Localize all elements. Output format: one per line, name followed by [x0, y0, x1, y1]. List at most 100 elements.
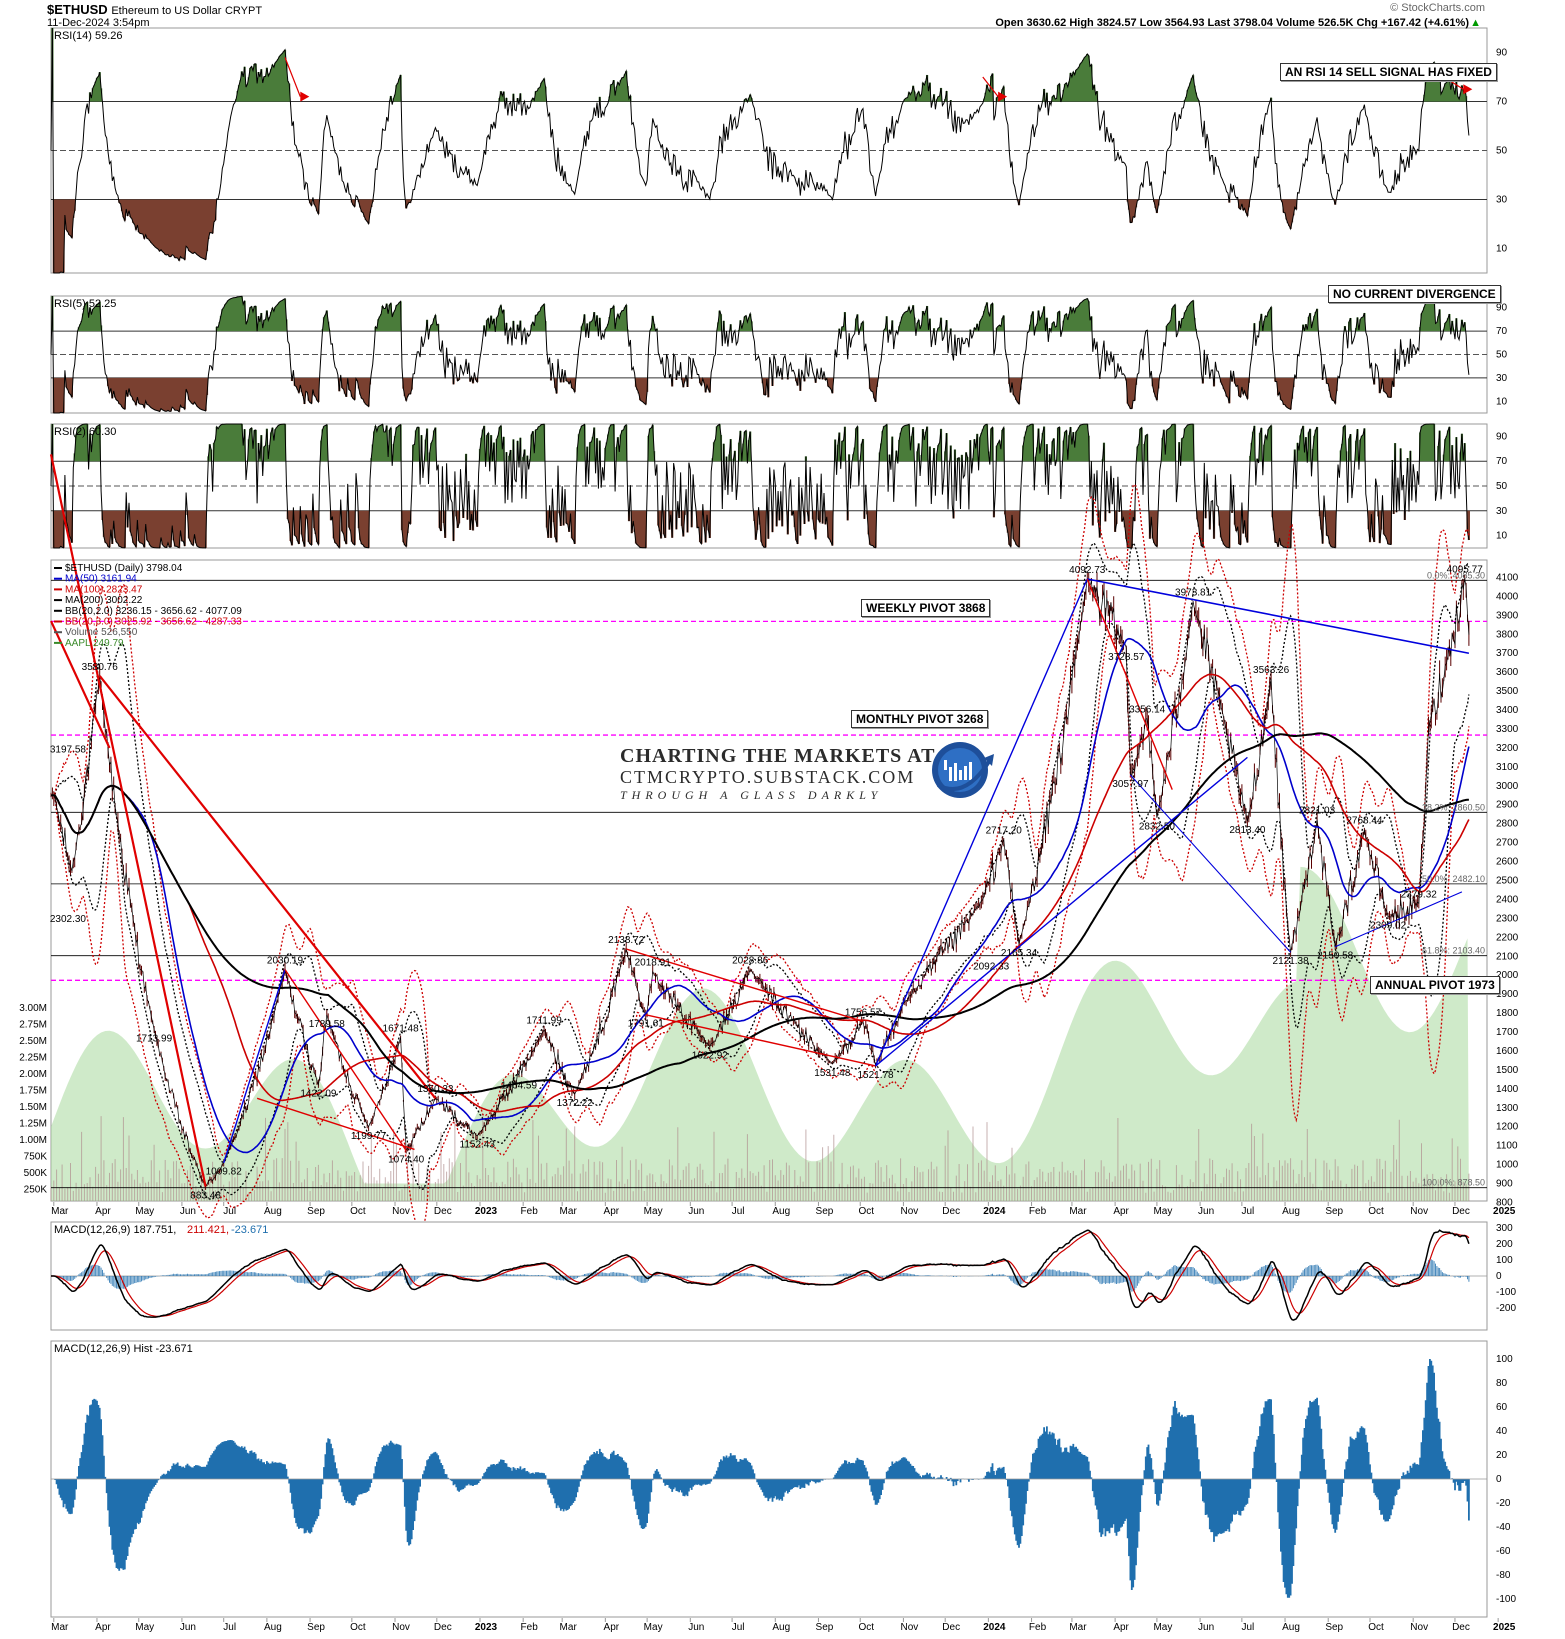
- price-tick-3700: 3700: [1496, 648, 1519, 659]
- bottom-month-label: Oct: [858, 1622, 874, 1633]
- swing-label: 2309.02: [1370, 921, 1407, 932]
- bottom-month-label: Mar: [560, 1622, 578, 1633]
- symbol: $ETHUSD: [47, 2, 108, 17]
- rsi2-tick-50: 50: [1496, 481, 1508, 492]
- macd-hist-tick-0: 0: [1496, 1474, 1502, 1485]
- macd-hist-bars: [54, 1359, 1470, 1598]
- swing-label: 2150.58: [1317, 951, 1354, 962]
- quote-line: Open 3630.62 High 3824.57 Low 3564.93 La…: [995, 17, 1469, 29]
- macd-tick--200: -200: [1496, 1303, 1516, 1314]
- rsi2-line: [50, 423, 1470, 549]
- monthly-pivot-callout: MONTHLY PIVOT 3268: [851, 710, 989, 728]
- logo-icon: [932, 742, 994, 798]
- volume-tick: 500K: [24, 1168, 48, 1179]
- bottom-month-label: Aug: [1282, 1622, 1300, 1633]
- rsi14-legend: RSI(14) 59.26: [54, 30, 122, 42]
- swing-label: 3728.57: [1108, 652, 1145, 663]
- trend-line: [1086, 578, 1173, 790]
- bottom-month-label: Oct: [350, 1622, 366, 1633]
- price-tick-2100: 2100: [1496, 951, 1519, 962]
- price-tick-3200: 3200: [1496, 743, 1519, 754]
- price-month-label: Sep: [816, 1206, 834, 1217]
- price-month-label: Jun: [688, 1206, 704, 1217]
- price-month-label: May: [644, 1206, 663, 1217]
- price-month-label: Apr: [1113, 1206, 1129, 1217]
- price-month-label: Jun: [180, 1206, 196, 1217]
- bottom-month-label: Aug: [772, 1622, 790, 1633]
- bottom-month-label: Sep: [307, 1622, 325, 1633]
- macd-hist-tick-60: 60: [1496, 1402, 1508, 1413]
- price-legend-item: MA(50) 3161.94: [65, 574, 137, 585]
- bb3-u-band: [51, 483, 1470, 1157]
- volume-tick: 2.50M: [19, 1036, 47, 1047]
- rsi14-tick-90: 90: [1496, 48, 1508, 59]
- bottom-month-label: Apr: [1113, 1622, 1129, 1633]
- rsi14-sell-arrow-icon: [1463, 84, 1473, 95]
- trend-line: [223, 969, 286, 1164]
- swing-label: 1199.77: [351, 1131, 387, 1142]
- bottom-month-label: Dec: [1452, 1622, 1470, 1633]
- bottom-month-label: Nov: [1410, 1622, 1428, 1633]
- swing-label: 2138.72: [608, 935, 645, 946]
- swing-label: 1350.33: [417, 1084, 454, 1095]
- price-legend-item: Volume 526,550: [65, 627, 138, 638]
- price-month-label: Mar: [1069, 1206, 1087, 1217]
- price-tick-3000: 3000: [1496, 781, 1519, 792]
- rsi14-divergence-line: [982, 76, 999, 97]
- watermark-line-1: CHARTING THE MARKETS AT: [620, 745, 936, 767]
- price-month-label: May: [135, 1206, 154, 1217]
- macd-tick-0: 0: [1496, 1271, 1502, 1282]
- price-tick-2900: 2900: [1496, 800, 1519, 811]
- price-month-label: Jul: [223, 1206, 236, 1217]
- bottom-month-label: Jul: [732, 1622, 745, 1633]
- price-tick-2700: 2700: [1496, 838, 1519, 849]
- bottom-month-label: May: [1153, 1622, 1172, 1633]
- bottom-month-label: Sep: [1325, 1622, 1343, 1633]
- fib-label: 38.2%: 2860.50: [1422, 802, 1485, 812]
- price-tick-3300: 3300: [1496, 724, 1519, 735]
- macd-inline-histogram: [54, 1259, 1470, 1293]
- volume-tick: 2.75M: [19, 1020, 47, 1031]
- price-month-label: Feb: [1029, 1206, 1047, 1217]
- bottom-month-label: 2024: [983, 1622, 1006, 1633]
- trend-line: [1087, 578, 1470, 655]
- price-tick-1600: 1600: [1496, 1046, 1519, 1057]
- swing-label: 4092.73: [1069, 565, 1106, 576]
- price-month-label: 2024: [983, 1206, 1006, 1217]
- swing-label: 1152.43: [460, 1140, 496, 1151]
- price-tick-800: 800: [1496, 1197, 1513, 1208]
- rsi2-tick-70: 70: [1496, 456, 1508, 467]
- bottom-month-label: Feb: [521, 1622, 539, 1633]
- macd-hist-tick--80: -80: [1496, 1570, 1511, 1581]
- price-legend-item: MA(200) 3002.22: [65, 595, 143, 606]
- volume-tick: 2.25M: [19, 1053, 47, 1064]
- bottom-month-label: Jun: [1198, 1622, 1214, 1633]
- swing-label: 883.48: [190, 1191, 221, 1202]
- price-month-label: Dec: [434, 1206, 452, 1217]
- macd-line: [51, 1229, 1470, 1321]
- price-month-label: Nov: [392, 1206, 410, 1217]
- watermark-line-2: CTMCRYPTO.SUBSTACK.COM: [620, 767, 916, 787]
- rsi2-tick-10: 10: [1496, 531, 1508, 542]
- price-tick-2300: 2300: [1496, 913, 1519, 924]
- swing-label: 2092.33: [973, 962, 1010, 973]
- price-month-label: Oct: [1368, 1206, 1384, 1217]
- rsi5-tick-10: 10: [1496, 396, 1508, 407]
- swing-label: 2028.86: [732, 956, 769, 967]
- macd-group: 300 200 100 0 -100 -200 MACD(12,26,9) 187.751,…: [51, 1223, 1516, 1321]
- rsi5-line: [50, 295, 1470, 414]
- bottom-month-label: Aug: [264, 1622, 282, 1633]
- bottom-month-label: Mar: [51, 1622, 69, 1633]
- volume-tick: 1.25M: [19, 1119, 47, 1130]
- price-month-label: Mar: [560, 1206, 578, 1217]
- swing-label: 1009.82: [206, 1167, 243, 1178]
- bottom-month-label: Jul: [1241, 1622, 1254, 1633]
- price-month-label: Nov: [1410, 1206, 1428, 1217]
- swing-label: 4095.77: [1447, 564, 1484, 575]
- swing-label: 2832.50: [1139, 822, 1176, 833]
- price-tick-2000: 2000: [1496, 970, 1519, 981]
- rsi14-divergence-arrows: [284, 57, 1473, 102]
- macd-hist-tick-20: 20: [1496, 1450, 1508, 1461]
- swing-label: 2821.03: [1299, 806, 1336, 817]
- rsi2-tick-90: 90: [1496, 431, 1508, 442]
